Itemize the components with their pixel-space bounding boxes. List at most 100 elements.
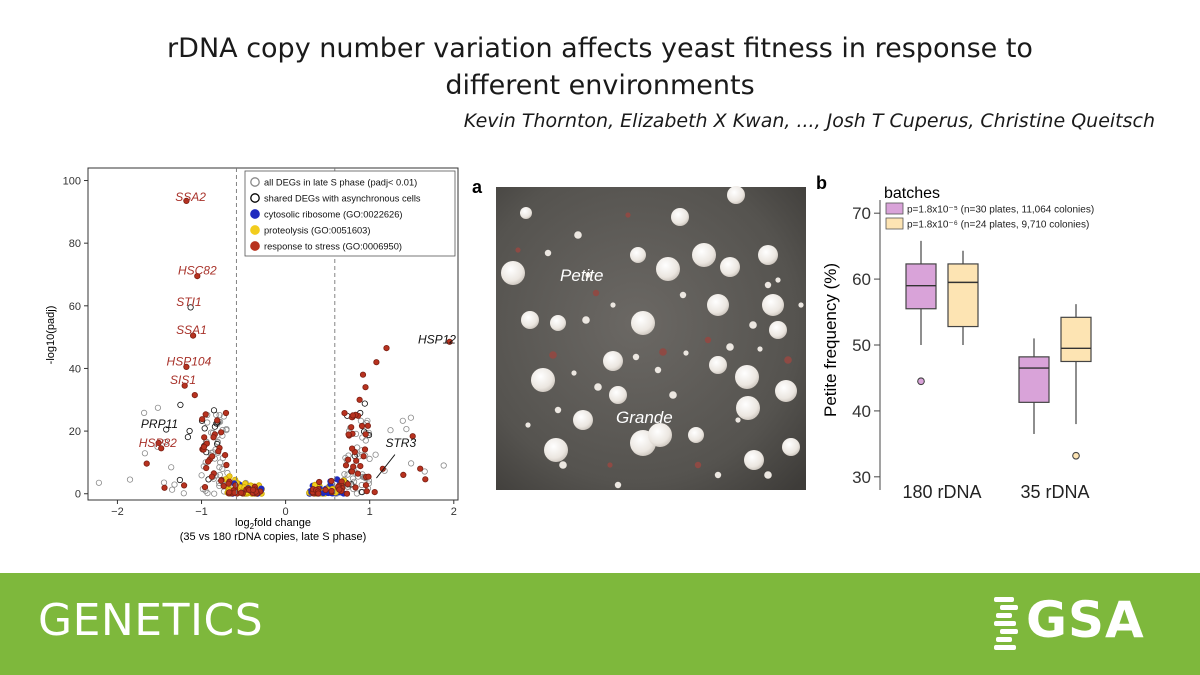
y-tick-label: 0 (75, 489, 81, 501)
y-tick-label: 40 (852, 402, 871, 421)
category-label: 35 rDNA (1020, 482, 1089, 502)
volcano-point (95, 479, 103, 486)
volcano-point (191, 392, 198, 399)
petite-colony (726, 343, 734, 351)
grande-colony (603, 351, 623, 371)
volcano-point (223, 461, 230, 469)
volcano-point (215, 448, 222, 455)
y-tick-label: 30 (852, 468, 871, 487)
volcano-point (422, 476, 429, 483)
legend-entry: cytosolic ribosome (GO:0022626) (264, 210, 402, 220)
y-tick-label: 100 (63, 176, 81, 188)
volcano-point (345, 431, 352, 438)
volcano-point (162, 438, 169, 446)
petite-colony (683, 350, 689, 356)
volcano-point (341, 410, 348, 417)
petite-colony (607, 462, 613, 468)
volcano-point (336, 486, 343, 493)
volcano-point (371, 488, 378, 496)
panel-label-a: a (472, 177, 483, 197)
volcano-point (348, 424, 355, 431)
legend-entry: shared DEGs with asynchronous cells (264, 194, 421, 204)
legend-swatch (250, 193, 260, 203)
grande-colony (736, 396, 760, 420)
petite-colony (764, 281, 772, 289)
grande-colony (775, 380, 797, 402)
volcano-point (342, 462, 350, 469)
y-tick-label: 80 (69, 238, 81, 250)
volcano-point (171, 481, 178, 488)
petite-frequency-boxplot: b Petite frequency (%) 30 40 50 60 70 180 rD… (816, 173, 1094, 502)
petite-colony (764, 471, 772, 479)
volcano-point (222, 451, 229, 459)
volcano-point (154, 404, 162, 411)
petite-colony (515, 247, 521, 253)
x-tick-label: 0 (283, 506, 289, 518)
volcano-point (158, 445, 165, 452)
volcano-point (226, 489, 233, 496)
volcano-point (361, 400, 368, 407)
volcano-point (315, 490, 322, 497)
gene-label: PRP11 (141, 417, 178, 431)
y-tick-label: 50 (852, 336, 871, 355)
petite-colony (735, 417, 741, 423)
volcano-point (199, 416, 206, 423)
legend-swatch (250, 225, 260, 235)
petite-colony (694, 461, 702, 469)
grande-colony (631, 311, 655, 335)
box-body (1018, 356, 1050, 403)
volcano-point (421, 468, 428, 475)
gsa-wordmark: GSA (1026, 591, 1145, 649)
legend-entry: all DEGs in late S phase (padj< 0.01) (264, 178, 417, 188)
legend-entry: proteolysis (GO:0051603) (264, 226, 370, 236)
volcano-point (201, 483, 209, 491)
volcano-point (356, 396, 363, 403)
outlier-point (1072, 451, 1080, 460)
y-tick-label: 20 (69, 426, 81, 438)
volcano-point (328, 487, 335, 495)
box-body (947, 263, 979, 328)
volcano-point (143, 460, 150, 467)
volcano-point (341, 471, 348, 478)
y-tick-label: 60 (69, 301, 81, 313)
volcano-point (141, 450, 149, 457)
volcano-point (200, 443, 208, 450)
slide-title: rDNA copy number variation affects yeast… (0, 30, 1200, 104)
volcano-point (399, 417, 406, 424)
petite-colony (749, 321, 757, 329)
gene-label: HSP82 (139, 436, 177, 450)
boxplot-legend: batches p=1.8x10⁻⁵ (n=30 plates, 11,064 … (884, 185, 1094, 231)
volcano-point (169, 486, 176, 493)
volcano-point (373, 359, 380, 366)
volcano-point (364, 422, 371, 429)
volcano-point (180, 490, 187, 497)
gene-label: HSC82 (178, 263, 217, 277)
volcano-point (344, 456, 352, 463)
grande-colony (671, 208, 689, 226)
grande-colony (544, 438, 568, 462)
volcano-point (358, 422, 366, 430)
petite-colony (654, 366, 662, 374)
volcano-point (354, 470, 361, 477)
grande-label: Grande (616, 408, 673, 427)
volcano-point (353, 457, 360, 464)
volcano-point (400, 471, 407, 478)
volcano-xlabel: log2fold change (235, 517, 311, 531)
title-line-2: different environments (445, 70, 755, 101)
grande-colony (758, 245, 778, 265)
volcano-point (203, 464, 210, 472)
gene-label: STR3 (385, 436, 416, 450)
box-0-0 (905, 240, 937, 386)
grande-colony (744, 450, 764, 470)
petite-colony (574, 231, 582, 239)
petite-colony (582, 316, 590, 324)
volcano-point (208, 473, 215, 480)
grande-colony (720, 257, 740, 277)
legend-entry: response to stress (GO:0006950) (264, 242, 402, 252)
volcano-point (316, 478, 323, 486)
volcano-point (184, 433, 191, 441)
volcano-point (223, 425, 230, 433)
box-body (1060, 316, 1092, 363)
volcano-ylabel: -log10(padj) (45, 306, 57, 365)
